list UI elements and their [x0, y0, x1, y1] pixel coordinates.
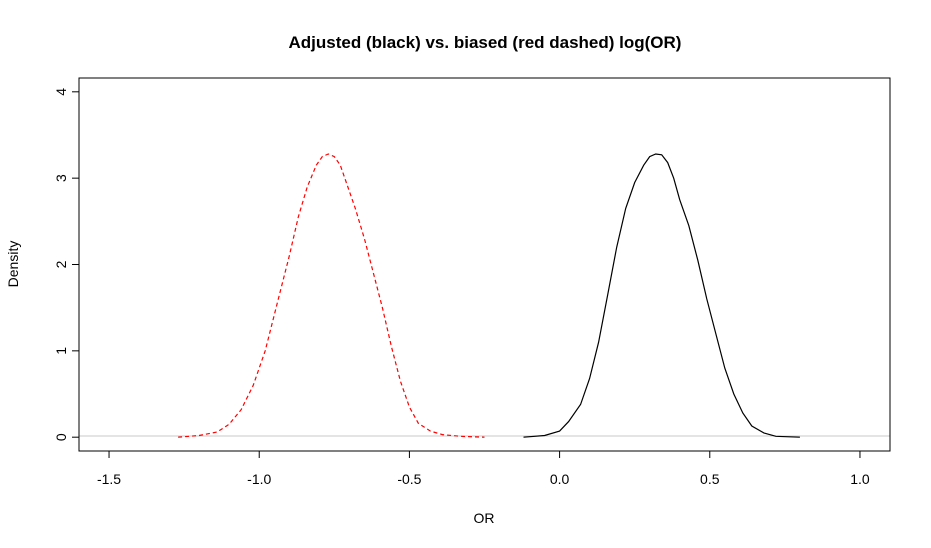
x-axis-label: OR: [474, 510, 495, 526]
series-line-1: [178, 153, 485, 438]
y-tick-label: 0: [53, 433, 69, 441]
y-tick-label: 2: [53, 260, 69, 268]
x-tick-label: 0.0: [550, 471, 570, 487]
x-tick-label: 1.0: [850, 471, 870, 487]
plot-area: [78, 77, 891, 452]
y-tick-label: 4: [53, 88, 69, 96]
y-axis: 0 1 2 3 4: [53, 88, 80, 441]
x-tick-label: -1.5: [97, 471, 121, 487]
series-layer: [178, 153, 800, 438]
series-line-0: [523, 153, 800, 438]
y-tick-label: 3: [53, 174, 69, 182]
plot-frame: [78, 77, 891, 452]
x-tick-label: -0.5: [397, 471, 421, 487]
x-tick-label: -1.0: [247, 471, 271, 487]
y-tick-label: 1: [53, 347, 69, 355]
chart-title: Adjusted (black) vs. biased (red dashed)…: [289, 33, 682, 52]
x-tick-label: 0.5: [700, 471, 720, 487]
x-axis: -1.5 -1.0 -0.5 0.0 0.5 1.0: [97, 450, 870, 487]
y-axis-label: Density: [5, 241, 21, 288]
